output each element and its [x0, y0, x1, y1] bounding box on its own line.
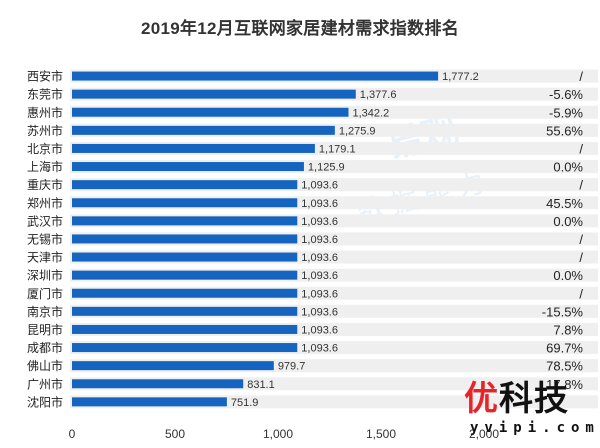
value-label: 1,093.6: [301, 198, 338, 210]
category-label: 广州市: [27, 376, 63, 391]
value-label: 1,275.9: [339, 125, 376, 137]
category-label: 东莞市: [27, 87, 63, 102]
x-tick-label: 1,500: [366, 427, 396, 441]
change-label: -5.9%: [549, 105, 583, 120]
category-label: 厦门市: [27, 286, 63, 301]
bar: [72, 125, 335, 135]
bar: [72, 198, 298, 208]
bar: [72, 107, 349, 117]
bar: [72, 324, 298, 334]
change-label: /: [579, 178, 583, 193]
change-label: 45.5%: [546, 196, 583, 211]
category-label: 天津市: [27, 250, 63, 265]
bar: [72, 288, 298, 298]
logo-main-rest: 科技: [499, 380, 569, 418]
x-tick-label: 2,000: [469, 427, 499, 441]
category-label: 南京市: [27, 304, 63, 319]
change-label: /: [579, 141, 583, 156]
change-label: 55.6%: [546, 123, 583, 138]
chart-title: 2019年12月互联网家居建材需求指数排名: [140, 19, 460, 38]
x-tick-label: 0: [69, 427, 76, 441]
value-label: 1,093.6: [301, 270, 338, 282]
bar: [72, 143, 315, 153]
x-tick-label: 500: [165, 427, 185, 441]
value-label: 979.7: [278, 361, 306, 373]
logo-sub-text: yvipi.com: [470, 420, 600, 436]
change-label: /: [579, 250, 583, 265]
change-label: 7.8%: [553, 322, 583, 337]
bar: [72, 234, 298, 244]
value-label: 1,093.6: [301, 324, 338, 336]
category-label: 佛山市: [27, 358, 63, 373]
bar: [72, 162, 304, 172]
value-label: 1,342.2: [352, 107, 389, 119]
change-label: -15.5%: [542, 304, 584, 319]
value-label: 1,093.6: [301, 343, 338, 355]
bar: [72, 379, 244, 389]
change-label: 0.0%: [553, 160, 583, 175]
category-label: 郑州市: [27, 195, 63, 210]
change-label: 0.0%: [553, 214, 583, 229]
value-label: 1,093.6: [301, 252, 338, 264]
category-label: 深圳市: [27, 268, 63, 283]
category-label: 北京市: [27, 141, 63, 156]
category-label: 苏州市: [27, 123, 63, 138]
value-label: 1,093.6: [301, 306, 338, 318]
bar: [72, 306, 298, 316]
value-label: 1,093.6: [301, 288, 338, 300]
bar: [72, 361, 274, 371]
change-label: /: [579, 286, 583, 301]
change-label: 78.5%: [546, 359, 583, 374]
category-label: 昆明市: [27, 322, 63, 337]
category-label: 惠州市: [27, 105, 63, 120]
value-label: 1,093.6: [301, 216, 338, 228]
category-label: 成都市: [27, 340, 63, 355]
bar: [72, 71, 439, 81]
bar: [72, 397, 227, 407]
category-label: 上海市: [27, 159, 63, 174]
category-label: 无锡市: [27, 231, 63, 246]
bar: [72, 343, 298, 353]
value-label: 831.1: [247, 379, 275, 391]
bar: [72, 270, 298, 280]
change-label: /: [579, 69, 583, 84]
change-label: 17.8%: [546, 377, 583, 392]
category-label: 西安市: [27, 69, 63, 84]
bar: [72, 89, 356, 99]
site-logo: 优科技 yvipi.com: [458, 378, 598, 448]
change-label: /: [579, 232, 583, 247]
category-label: 武汉市: [27, 213, 63, 228]
x-tick-label: 1,000: [263, 427, 293, 441]
value-label: 1,093.6: [301, 180, 338, 192]
change-label: 0.0%: [553, 268, 583, 283]
value-label: 1,377.6: [360, 89, 397, 101]
value-label: 751.9: [231, 397, 259, 409]
bar: [72, 180, 298, 190]
value-label: 1,093.6: [301, 234, 338, 246]
value-label: 1,125.9: [308, 162, 345, 174]
category-label: 沈阳市: [27, 394, 63, 409]
value-label: 1,179.1: [319, 143, 356, 155]
category-label: 重庆市: [27, 177, 63, 192]
logo-main-text: 优科技: [464, 378, 569, 420]
bar: [72, 252, 298, 262]
bar: [72, 216, 298, 226]
change-label: 69.7%: [546, 341, 583, 356]
logo-accent-char: 优: [464, 380, 499, 418]
change-label: -5.6%: [549, 87, 583, 102]
value-label: 1,777.2: [442, 71, 479, 83]
